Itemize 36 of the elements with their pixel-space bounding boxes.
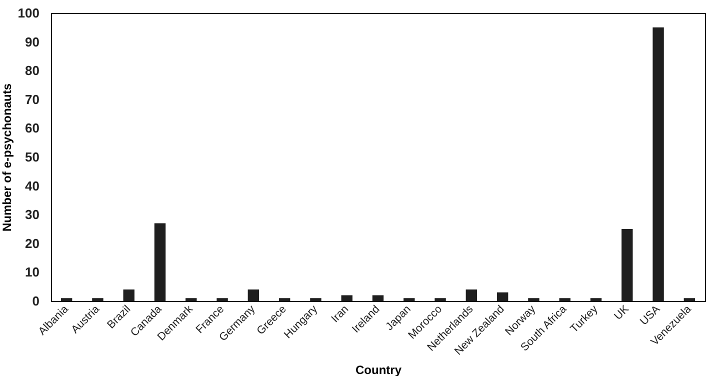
bar	[186, 298, 197, 301]
bar	[341, 295, 352, 301]
y-tick-label: 80	[25, 63, 40, 78]
bar	[590, 298, 602, 301]
bar	[496, 292, 508, 301]
bar	[528, 298, 540, 301]
y-tick-label: 90	[25, 34, 40, 50]
x-tick-label: Iran	[329, 303, 352, 326]
y-tick-label: 30	[25, 207, 40, 222]
bar	[278, 298, 290, 301]
bar	[60, 298, 72, 301]
bar	[466, 289, 478, 301]
bar	[216, 298, 228, 301]
bar	[154, 223, 166, 301]
bar	[684, 298, 696, 301]
y-tick-label: 100	[18, 6, 40, 20]
bar	[404, 298, 415, 301]
bar	[372, 295, 384, 301]
y-tick-label: 0	[32, 294, 40, 308]
bar	[92, 298, 104, 301]
bar	[248, 289, 260, 301]
y-tick-label: 10	[25, 264, 40, 280]
y-tick-label: 70	[25, 92, 40, 107]
y-tick-label: 20	[25, 236, 40, 251]
bar	[310, 298, 322, 301]
y-axis-title: Number of e-psychonauts	[0, 83, 14, 232]
x-axis-title: Country	[356, 362, 402, 377]
x-tick-label: UK	[612, 302, 632, 323]
bar	[123, 289, 134, 301]
y-tick-label: 60	[25, 120, 40, 136]
bar	[622, 229, 633, 301]
bar	[559, 298, 570, 301]
bar	[652, 27, 664, 301]
bar	[434, 298, 446, 301]
y-tick-label: 50	[25, 150, 40, 164]
y-tick-label: 40	[25, 178, 40, 194]
